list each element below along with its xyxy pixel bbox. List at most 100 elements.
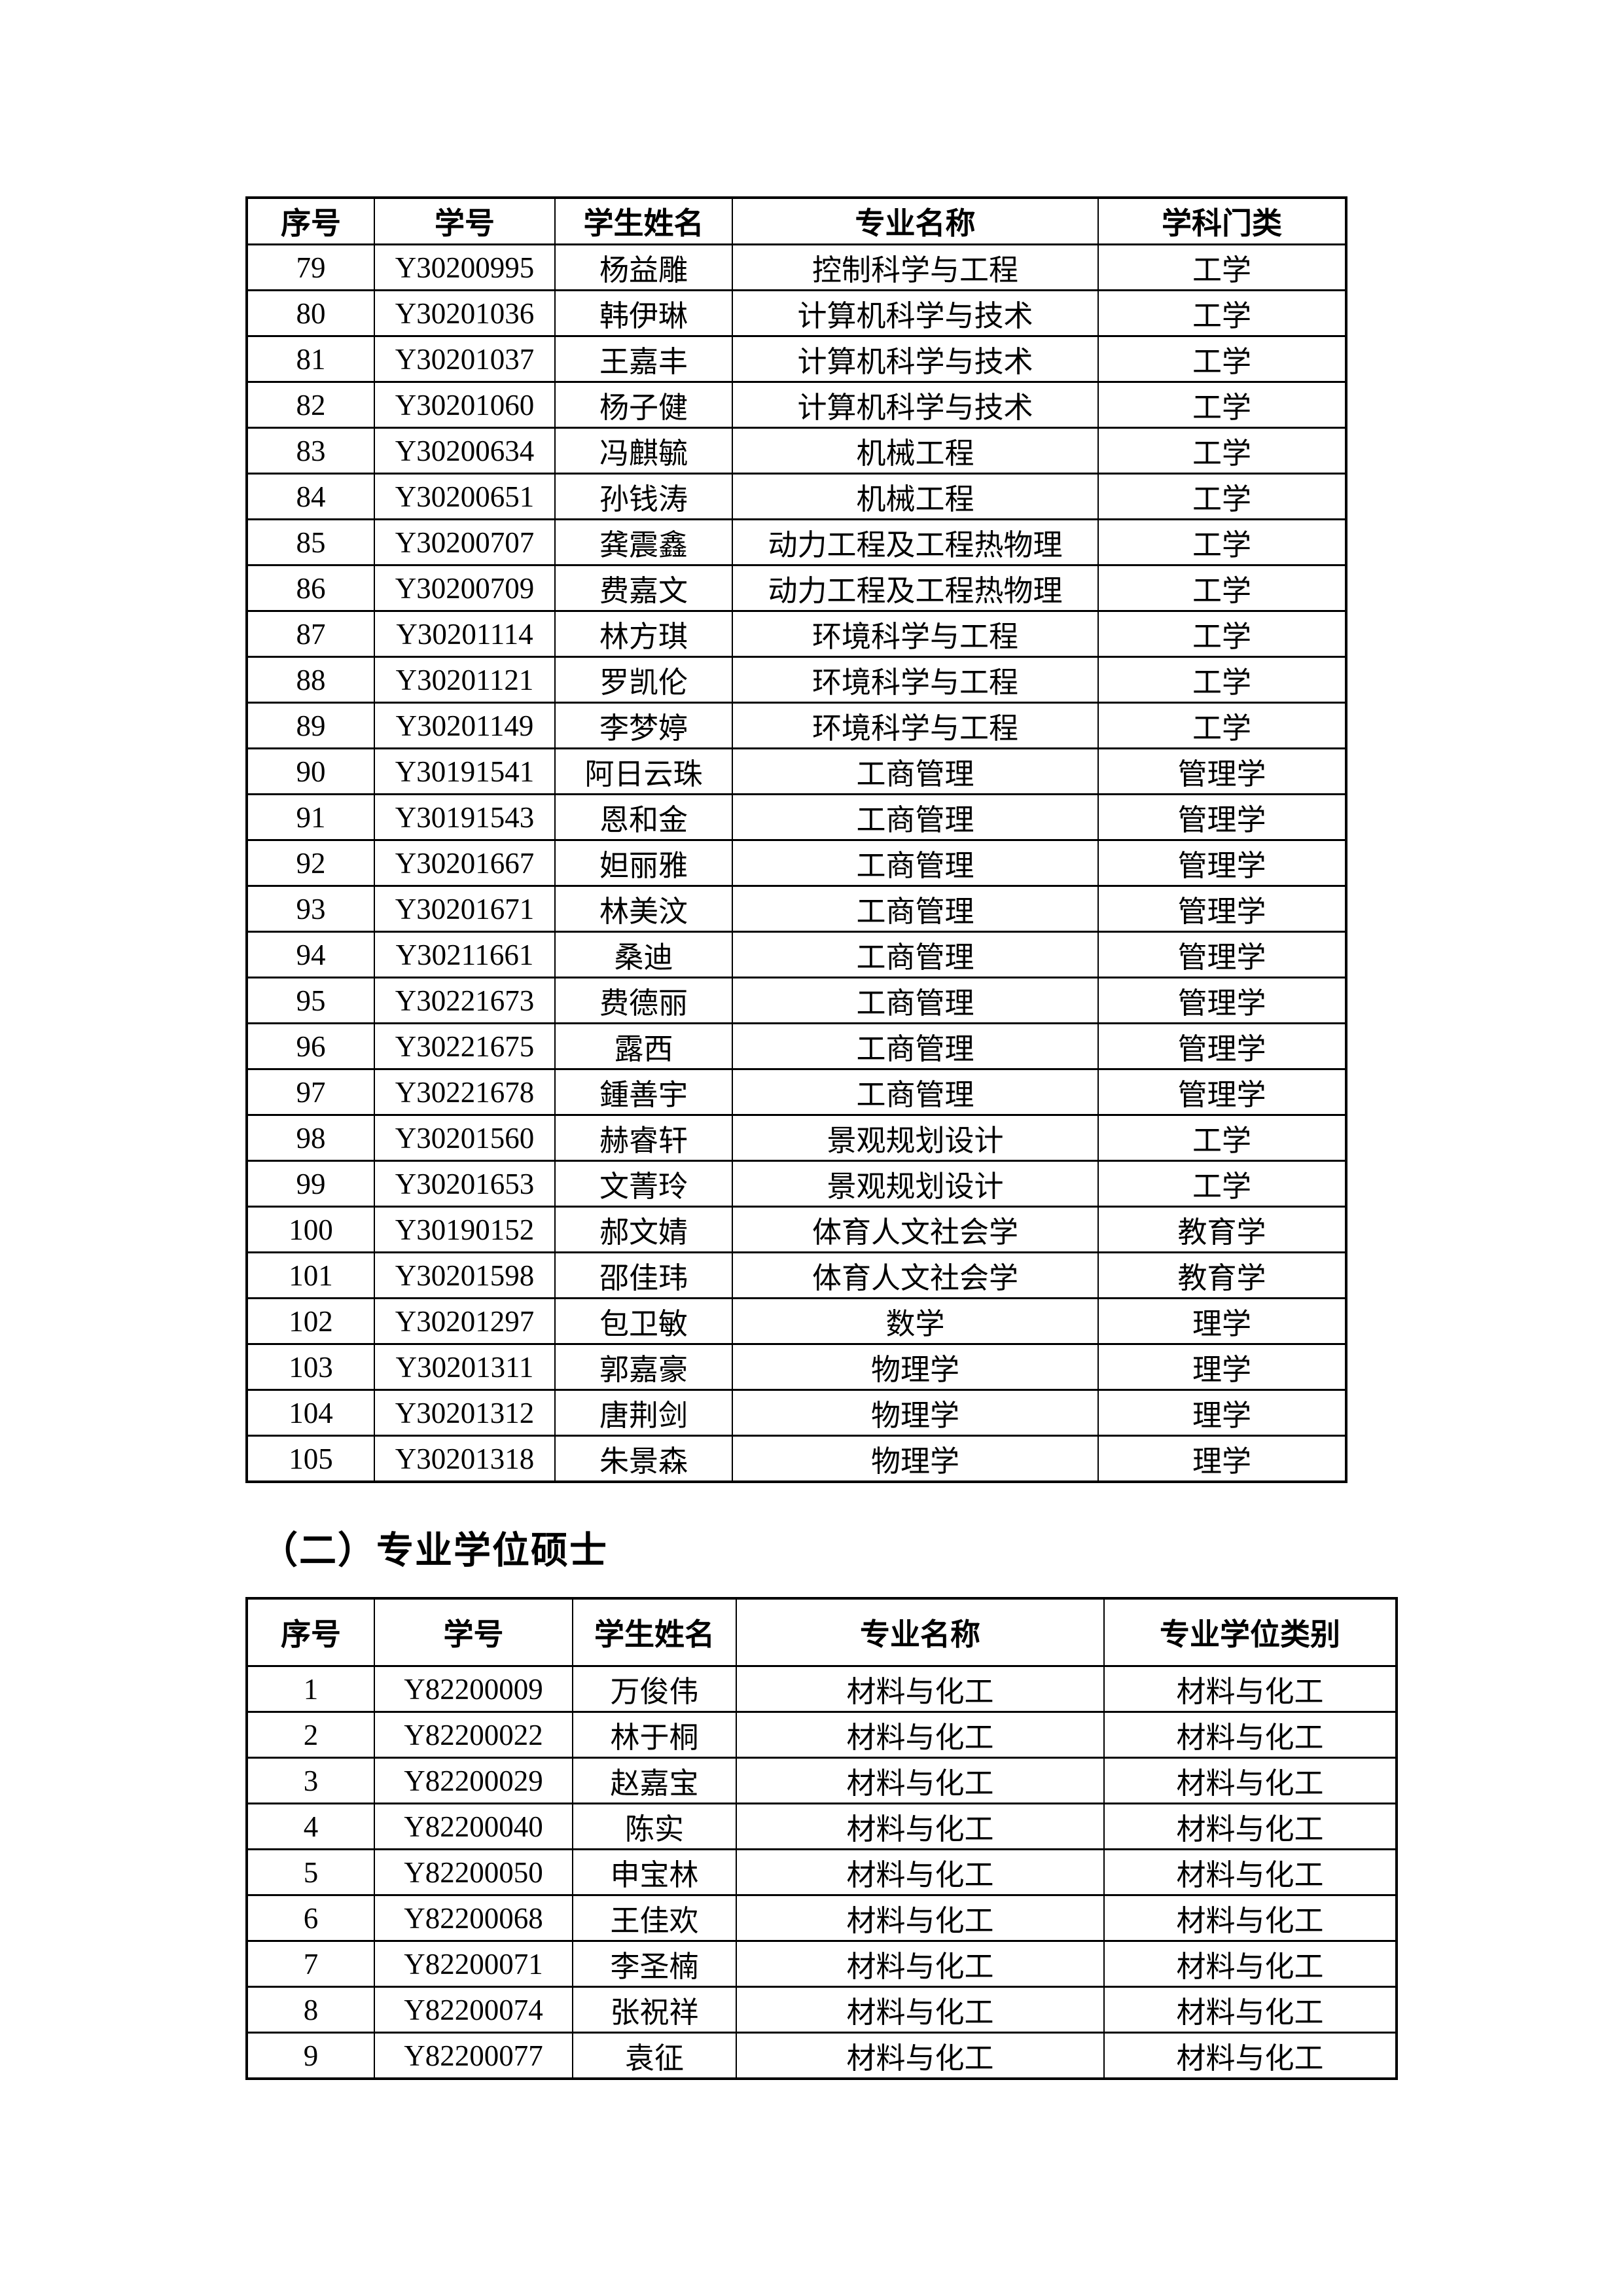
table-cell: 87 [246, 610, 375, 658]
table-row: 88 Y30201121 罗凯伦 环境科学与工程 工学 [246, 656, 1347, 704]
table-row: 92 Y30201667 妲丽雅 工商管理 管理学 [246, 839, 1347, 887]
table-cell: 林方琪 [554, 610, 733, 658]
table-cell: 林美汶 [554, 885, 733, 933]
table-cell: 88 [246, 656, 375, 704]
table-cell: 工商管理 [732, 977, 1099, 1024]
table-cell: 管理学 [1097, 793, 1347, 841]
table-cell: 99 [246, 1160, 375, 1208]
table-cell: 101 [246, 1251, 375, 1299]
table-cell: 张祝祥 [572, 1986, 737, 2034]
table-cell: 景观规划设计 [732, 1160, 1099, 1208]
table-cell: 104 [246, 1389, 375, 1437]
table-cell: 92 [246, 839, 375, 887]
table-cell: 恩和金 [554, 793, 733, 841]
table-cell: 体育人文社会学 [732, 1206, 1099, 1253]
table-cell: 材料与化工 [1103, 1757, 1397, 1804]
table-cell: 105 [246, 1435, 375, 1483]
table-cell: Y30201037 [374, 335, 556, 383]
table-cell: 工学 [1097, 564, 1347, 612]
table-cell: 工学 [1097, 1160, 1347, 1208]
table-cell: 王嘉丰 [554, 335, 733, 383]
table-cell: 80 [246, 289, 375, 337]
table-row: 79 Y30200995 杨益雕 控制科学与工程 工学 [246, 243, 1347, 291]
table-cell: 环境科学与工程 [732, 656, 1099, 704]
table-cell: 7 [246, 1940, 375, 1988]
table-cell: 材料与化工 [1103, 1848, 1397, 1896]
table-cell: Y82200009 [374, 1665, 573, 1713]
table-cell: 工商管理 [732, 839, 1099, 887]
table-cell: 理学 [1097, 1435, 1347, 1483]
table-cell: 李梦婷 [554, 702, 733, 749]
table-row: 101 Y30201598 邵佳玮 体育人文社会学 教育学 [246, 1251, 1347, 1299]
table-cell: 孙钱涛 [554, 473, 733, 520]
table-cell: 杨益雕 [554, 243, 733, 291]
table-cell: 3 [246, 1757, 375, 1804]
table-row: 86 Y30200709 费嘉文 动力工程及工程热物理 工学 [246, 564, 1347, 612]
table-row: 80 Y30201036 韩伊琳 计算机科学与技术 工学 [246, 289, 1347, 337]
table-cell: 理学 [1097, 1343, 1347, 1391]
table-row: 1 Y82200009 万俊伟 材料与化工 材料与化工 [246, 1665, 1397, 1713]
table-cell: Y82200029 [374, 1757, 573, 1804]
table-row: 6 Y82200068 王佳欢 材料与化工 材料与化工 [246, 1894, 1397, 1942]
table-row: 102 Y30201297 包卫敏 数学 理学 [246, 1297, 1347, 1345]
table-row: 104 Y30201312 唐荆剑 物理学 理学 [246, 1389, 1347, 1437]
table-cell: 工商管理 [732, 885, 1099, 933]
table-cell: 理学 [1097, 1389, 1347, 1437]
table-cell: 工学 [1097, 427, 1347, 475]
table-row: 85 Y30200707 龚震鑫 动力工程及工程热物理 工学 [246, 518, 1347, 566]
column-header-name: 学生姓名 [554, 196, 733, 245]
table-cell: 动力工程及工程热物理 [732, 564, 1099, 612]
table-body: 1 Y82200009 万俊伟 材料与化工 材料与化工 2 Y82200022 林于桐 材料与化… [246, 1665, 1397, 2080]
table-cell: 96 [246, 1022, 375, 1070]
table-cell: 材料与化工 [736, 1986, 1105, 2034]
table-cell: 龚震鑫 [554, 518, 733, 566]
table-cell: 袁征 [572, 2032, 737, 2080]
table-cell: Y30201036 [374, 289, 556, 337]
table-row: 81 Y30201037 王嘉丰 计算机科学与技术 工学 [246, 335, 1347, 383]
table-cell: 计算机科学与技术 [732, 381, 1099, 429]
table-cell: 冯麒毓 [554, 427, 733, 475]
table-cell: 包卫敏 [554, 1297, 733, 1345]
column-header-degree-type: 专业学位类别 [1103, 1597, 1397, 1667]
table-cell: 邵佳玮 [554, 1251, 733, 1299]
table-cell: 鍾善宇 [554, 1068, 733, 1116]
table-cell: 工学 [1097, 289, 1347, 337]
table-cell: 材料与化工 [736, 2032, 1105, 2080]
table-cell: 杨子健 [554, 381, 733, 429]
table-cell: 材料与化工 [1103, 1986, 1397, 2034]
table-cell: 唐荆剑 [554, 1389, 733, 1437]
table-cell: 动力工程及工程热物理 [732, 518, 1099, 566]
table-row: 105 Y30201318 朱景森 物理学 理学 [246, 1435, 1347, 1483]
table-header-row: 序号 学号 学生姓名 专业名称 学科门类 [246, 196, 1347, 245]
table-cell: 管理学 [1097, 885, 1347, 933]
table-cell: 工商管理 [732, 931, 1099, 978]
column-header-student-id: 学号 [374, 196, 556, 245]
table-row: 103 Y30201311 郭嘉豪 物理学 理学 [246, 1343, 1347, 1391]
table-row: 87 Y30201114 林方琪 环境科学与工程 工学 [246, 610, 1347, 658]
table-cell: 材料与化工 [736, 1848, 1105, 1896]
table-cell: 1 [246, 1665, 375, 1713]
table-cell: 100 [246, 1206, 375, 1253]
table-cell: 8 [246, 1986, 375, 2034]
table-cell: 朱景森 [554, 1435, 733, 1483]
table-cell: 103 [246, 1343, 375, 1391]
table-row: 100 Y30190152 郝文婧 体育人文社会学 教育学 [246, 1206, 1347, 1253]
table-cell: 赵嘉宝 [572, 1757, 737, 1804]
table-row: 83 Y30200634 冯麒毓 机械工程 工学 [246, 427, 1347, 475]
table-cell: 93 [246, 885, 375, 933]
table-cell: 95 [246, 977, 375, 1024]
table-cell: 林于桐 [572, 1711, 737, 1759]
table-cell: 计算机科学与技术 [732, 335, 1099, 383]
table-cell: 材料与化工 [1103, 1665, 1397, 1713]
column-header-index: 序号 [246, 1597, 375, 1667]
table-cell: 计算机科学与技术 [732, 289, 1099, 337]
table-cell: 材料与化工 [1103, 1711, 1397, 1759]
table-row: 93 Y30201671 林美汶 工商管理 管理学 [246, 885, 1347, 933]
table-cell: 材料与化工 [736, 1940, 1105, 1988]
table-cell: 工学 [1097, 610, 1347, 658]
table-row: 94 Y30211661 桑迪 工商管理 管理学 [246, 931, 1347, 978]
column-header-major: 专业名称 [736, 1597, 1105, 1667]
table-cell: Y30201311 [374, 1343, 556, 1391]
table-cell: 材料与化工 [736, 1711, 1105, 1759]
